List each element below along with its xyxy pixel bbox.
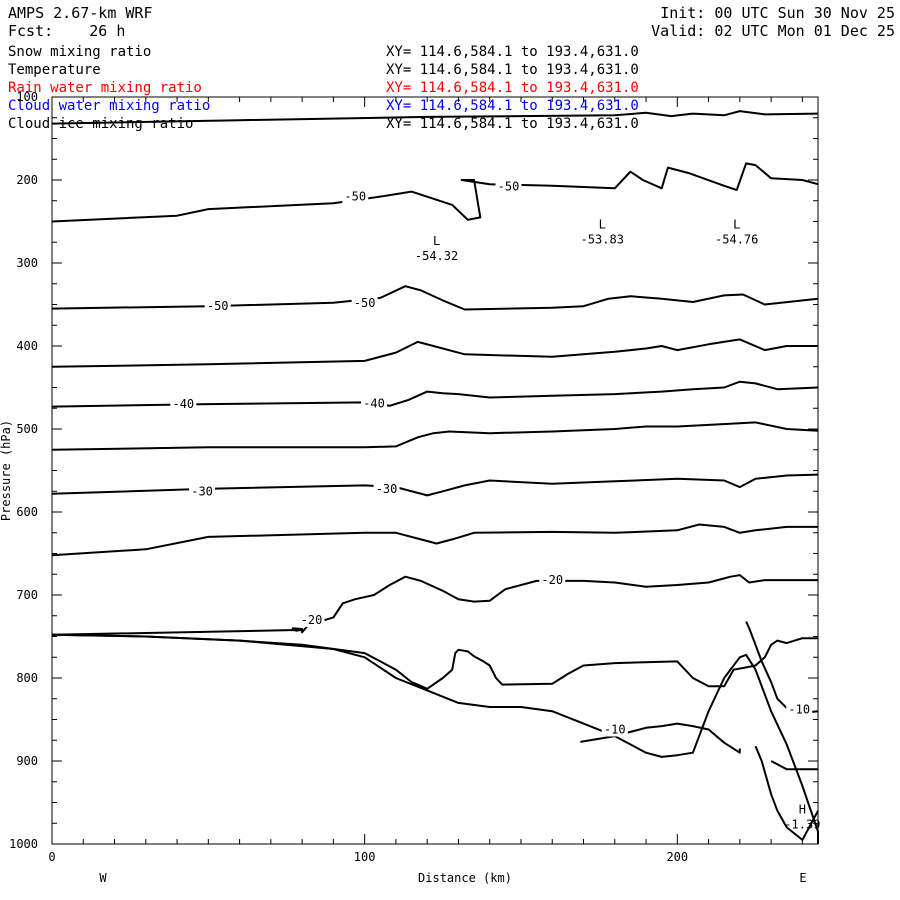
extremum-value: -1.39 [784, 818, 820, 832]
contour-labels: -50-50-50 -50-40 -40-30 -30-20-20-10-10L-54… [170, 178, 820, 832]
isotherm-line-7 [51, 523, 818, 557]
extremum-symbol: L [733, 217, 740, 231]
isotherm-line-10 [51, 633, 819, 844]
field-name-cloud-ice: Cloud ice mixing ratio [8, 116, 194, 132]
isotherm-line-0 [51, 110, 819, 125]
init-time: Init: 00 UTC Sun 30 Nov 25 [660, 4, 895, 22]
contour-label-bg [170, 396, 197, 412]
west-label: W [99, 871, 107, 885]
y-tick-label: 400 [16, 339, 38, 353]
contour-label: -50 [498, 180, 520, 194]
plot-frame [51, 96, 819, 845]
field-name-snow: Snow mixing ratio [8, 44, 152, 60]
extremum-value: -54.76 [715, 232, 758, 246]
field-xy-rain: XY= 114.6,584.1 to 193.4,631.0 [386, 80, 639, 96]
isotherm-line-8 [51, 574, 818, 636]
isotherm-line-9 [51, 633, 818, 690]
extremum-symbol: H [799, 803, 806, 817]
isotherm-line-6 [51, 473, 819, 497]
contour-label: -10 [788, 703, 810, 717]
isotherm-line-12 [745, 621, 819, 714]
east-label: E [799, 871, 806, 885]
contour-label-bg [495, 178, 522, 194]
field-name-cloud-water: Cloud water mixing ratio [8, 98, 211, 114]
contour-label: -40 [172, 397, 194, 411]
contour-label-bg [204, 298, 231, 314]
y-tick-label: 600 [16, 505, 38, 519]
x-tick-label: 100 [354, 850, 376, 864]
contour-label: -50 [354, 296, 376, 310]
isotherm-line-5 [51, 421, 819, 451]
model-title: AMPS 2.67-km WRF [8, 4, 153, 22]
extremum-value: -53.83 [581, 232, 624, 246]
contour-label: -50 [344, 190, 366, 204]
isotherm-lines [51, 110, 819, 844]
field-name-temperature: Temperature [8, 62, 101, 78]
isotherm-line-13 [770, 760, 818, 771]
x-tick-label: 0 [48, 850, 55, 864]
y-tick-label: 700 [16, 588, 38, 602]
isotherm-line-14 [754, 745, 819, 841]
isotherm-line-2 [51, 285, 819, 311]
y-tick-label: 500 [16, 422, 38, 436]
contour-label: -20 [301, 613, 323, 627]
x-tick-label: 200 [666, 850, 688, 864]
extremum-value: -54.32 [415, 249, 458, 263]
contour-label: -10 [604, 722, 626, 736]
plot-border [51, 96, 819, 845]
isotherm-line-4 [51, 380, 819, 408]
contour-label-bg [298, 611, 325, 627]
contour-label: -30 [376, 482, 398, 496]
y-tick-label: 1000 [9, 837, 38, 851]
extremum-symbol: L [599, 217, 606, 231]
contour-label: -50 [207, 299, 229, 313]
contour-label-bg [539, 572, 566, 588]
valid-time: Valid: 02 UTC Mon 01 Dec 25 [651, 22, 895, 40]
contour-label-bg [342, 188, 369, 204]
contour-label: -40 [363, 396, 385, 410]
field-xy-cloud-ice: XY= 114.6,584.1 to 193.4,631.0 [386, 116, 639, 132]
contour-label: -30 [191, 484, 213, 498]
field-xy-snow: XY= 114.6,584.1 to 193.4,631.0 [386, 44, 639, 60]
y-tick-label: 900 [16, 754, 38, 768]
contour-label-bg [189, 483, 216, 499]
contour-label: -20 [541, 573, 563, 587]
y-tick-label: 100 [16, 90, 38, 104]
contour-label-bg [351, 294, 378, 310]
extremum-symbol: L [433, 234, 440, 248]
isotherm-line-1 [51, 162, 819, 223]
contour-label-bg [601, 721, 628, 737]
field-xy-temperature: XY= 114.6,584.1 to 193.4,631.0 [386, 62, 639, 78]
y-tick-label: 300 [16, 256, 38, 270]
contour-label-bg [786, 701, 813, 717]
axis-ticks: 0 100 200 100 200 300 400 500 600 700 800 900 1000 Di… [0, 90, 818, 885]
contour-label-bg [373, 480, 400, 496]
y-tick-label: 200 [16, 173, 38, 187]
forecast-hour: Fcst: 26 h [8, 22, 126, 40]
x-axis-title: Distance (km) [418, 871, 512, 885]
contour-label-bg [361, 395, 388, 411]
field-name-rain: Rain water mixing ratio [8, 80, 202, 96]
y-axis-title: Pressure (hPa) [0, 420, 13, 521]
isotherm-line-3 [51, 338, 818, 368]
y-tick-label: 800 [16, 671, 38, 685]
